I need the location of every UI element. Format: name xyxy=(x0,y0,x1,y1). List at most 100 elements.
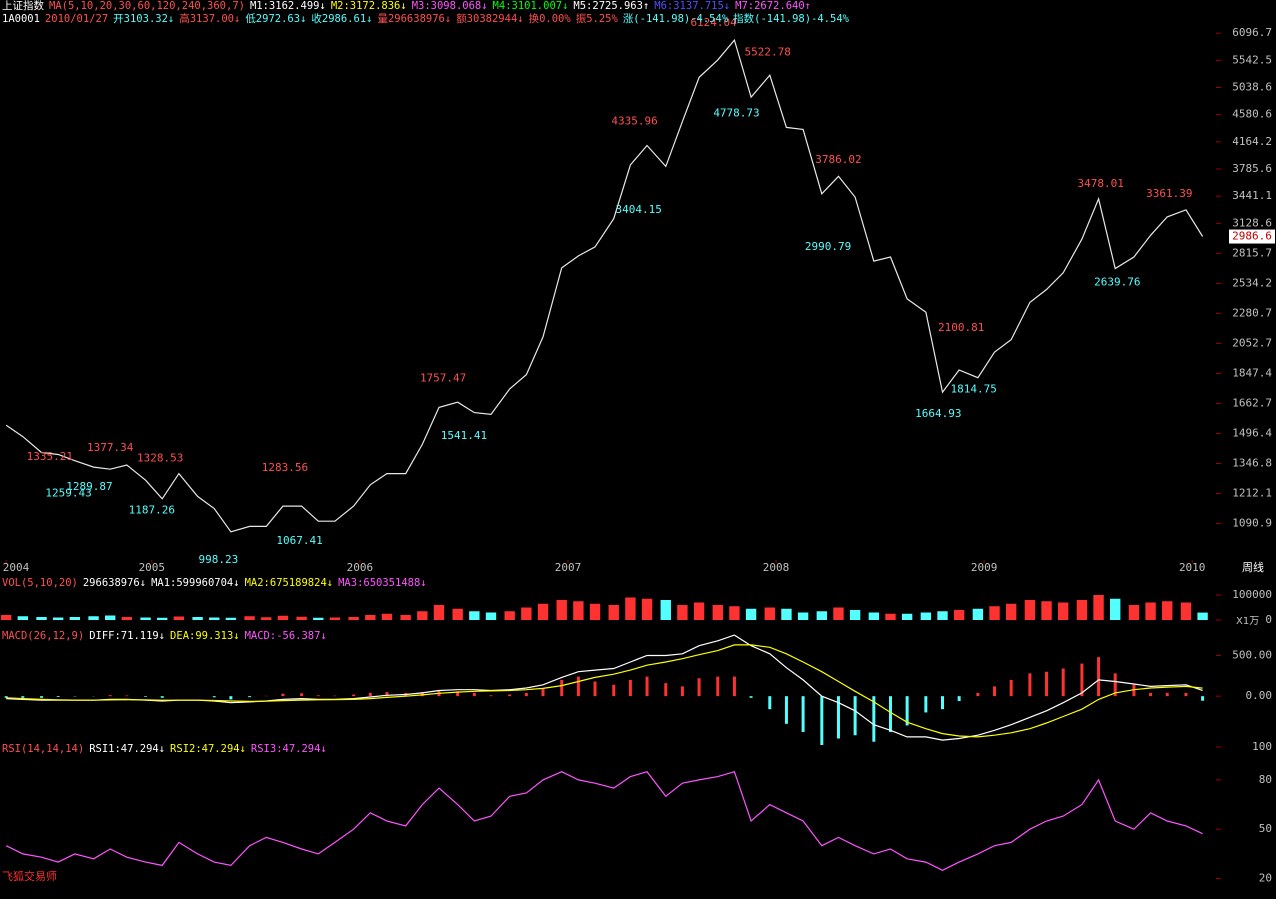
volume-bar xyxy=(745,608,757,620)
volume-bar xyxy=(797,612,809,620)
header-item: RSI(14,14,14) xyxy=(2,743,85,755)
y-tick-label: 20 xyxy=(1259,872,1272,885)
indicator-header: 1A0001 2010/01/27 开3103.32↓ 高3137.00↓ 低2972.… xyxy=(2,13,854,25)
volume-bar xyxy=(277,615,289,620)
volume-bar xyxy=(329,617,341,620)
data-line xyxy=(6,644,1203,738)
volume-bar xyxy=(365,615,376,620)
header-item: M3:3098.068↓ xyxy=(411,0,488,12)
extreme-label: 998.23 xyxy=(199,553,239,566)
volume-bar xyxy=(1057,602,1069,620)
extreme-label: 1067.41 xyxy=(276,534,322,547)
y-tick-label: 1847.4 xyxy=(1232,366,1272,379)
y-tick-label: 1662.7 xyxy=(1232,396,1272,409)
volume-bar xyxy=(521,607,532,620)
volume-bar xyxy=(400,615,411,620)
volume-bar xyxy=(1145,602,1156,620)
x-tick-label: 2006 xyxy=(347,561,374,574)
last-price-label: 2986.6 xyxy=(1232,230,1272,243)
header-item: 收2986.61↓ xyxy=(311,13,373,25)
volume-bar xyxy=(192,617,203,620)
x-tick-label: 2010 xyxy=(1179,561,1206,574)
volume-bar xyxy=(1005,603,1017,620)
y-tick-label: 2815.7 xyxy=(1232,246,1272,259)
volume-bar xyxy=(537,603,549,620)
volume-bar xyxy=(1180,602,1192,620)
volume-bar xyxy=(1110,598,1121,620)
volume-bar xyxy=(1128,605,1140,620)
y-tick-label: 3441.1 xyxy=(1232,189,1272,202)
period-label: 周线 xyxy=(1242,560,1264,574)
volume-bar xyxy=(816,611,828,620)
volume-bar xyxy=(937,611,948,620)
extreme-label: 1289.87 xyxy=(66,480,112,493)
volume-bar xyxy=(573,601,584,620)
header-item: 296638976↓ xyxy=(82,577,147,589)
volume-bar xyxy=(381,613,393,620)
header-item: M7:2672.640↑ xyxy=(735,0,811,12)
header-item: 低2972.63↓ xyxy=(245,13,307,25)
extreme-label: 1814.75 xyxy=(951,383,997,396)
extreme-label: 1259.43 xyxy=(45,487,91,500)
header-item: 上证指数 xyxy=(2,0,44,12)
extreme-label: 1757.47 xyxy=(420,372,466,385)
volume-bar xyxy=(589,603,601,620)
volume-bar xyxy=(849,610,861,620)
volume-bar xyxy=(88,616,99,620)
header-item: 换0.00% xyxy=(528,13,571,25)
extreme-label: 2990.79 xyxy=(805,240,851,253)
y-tick-label: 2052.7 xyxy=(1232,336,1272,349)
extreme-label: 2100.81 xyxy=(938,321,984,334)
volume-bar xyxy=(244,616,255,620)
volume-bar xyxy=(885,613,896,620)
extreme-label: 4778.73 xyxy=(713,107,759,120)
extreme-label: 1664.93 xyxy=(915,407,961,420)
header-item: 开3103.32↓ xyxy=(113,13,175,25)
header-item: M5:2725.963↑ xyxy=(573,0,650,12)
volume-bar xyxy=(485,612,497,620)
header-item: MA2:675189824↓ xyxy=(244,577,334,589)
y-tick-label: 1090.9 xyxy=(1232,517,1272,530)
header-item: M1:3162.499↓ xyxy=(249,0,326,12)
watermark: 飞狐交易师 xyxy=(2,870,57,883)
header-item: 振5.25% xyxy=(575,13,618,25)
y-tick-label: 1496.4 xyxy=(1232,426,1272,439)
volume-bar xyxy=(173,616,185,620)
header-item: 高3137.00↓ xyxy=(179,13,241,25)
extreme-label: 2639.76 xyxy=(1094,276,1140,289)
y-tick-label: 2534.2 xyxy=(1232,276,1272,289)
header-item: MA3:650351488↓ xyxy=(338,577,427,589)
volume-bar xyxy=(36,617,47,620)
header-item: M6:3137.715↓ xyxy=(654,0,731,12)
y-tick-label: 50 xyxy=(1259,822,1272,835)
data-line xyxy=(6,634,1203,741)
volume-bar xyxy=(209,617,220,620)
volume-bar xyxy=(69,617,81,620)
y-tick-label: 5542.5 xyxy=(1232,53,1272,66)
volume-bar xyxy=(660,600,671,620)
extreme-label: 3786.02 xyxy=(815,153,861,166)
y-tick-label: 0 xyxy=(1265,613,1272,626)
volume-bar xyxy=(1197,612,1208,620)
volume-bar xyxy=(417,611,428,620)
volume-bar xyxy=(972,608,984,620)
header-item: MA1:599960704↓ xyxy=(151,577,240,589)
volume-bar xyxy=(52,617,64,620)
volume-bar xyxy=(901,613,913,620)
header-item: RSI2:47.294↓ xyxy=(170,743,246,755)
volume-bar xyxy=(781,608,792,620)
volume-bar xyxy=(140,617,151,620)
x-tick-label: 2005 xyxy=(139,561,166,574)
extreme-label: 1377.34 xyxy=(87,441,134,454)
header-item: RSI1:47.294↓ xyxy=(89,743,166,755)
data-line xyxy=(5,770,1203,871)
x-tick-label: 2008 xyxy=(763,561,790,574)
x-tick-label: 2009 xyxy=(971,561,998,574)
volume-bar xyxy=(313,617,324,620)
extreme-label: 4335.96 xyxy=(611,114,657,127)
extreme-label: 1283.56 xyxy=(262,461,308,474)
volume-bar xyxy=(989,606,1000,620)
volume-bar xyxy=(296,616,307,620)
volume-bar xyxy=(0,615,12,620)
